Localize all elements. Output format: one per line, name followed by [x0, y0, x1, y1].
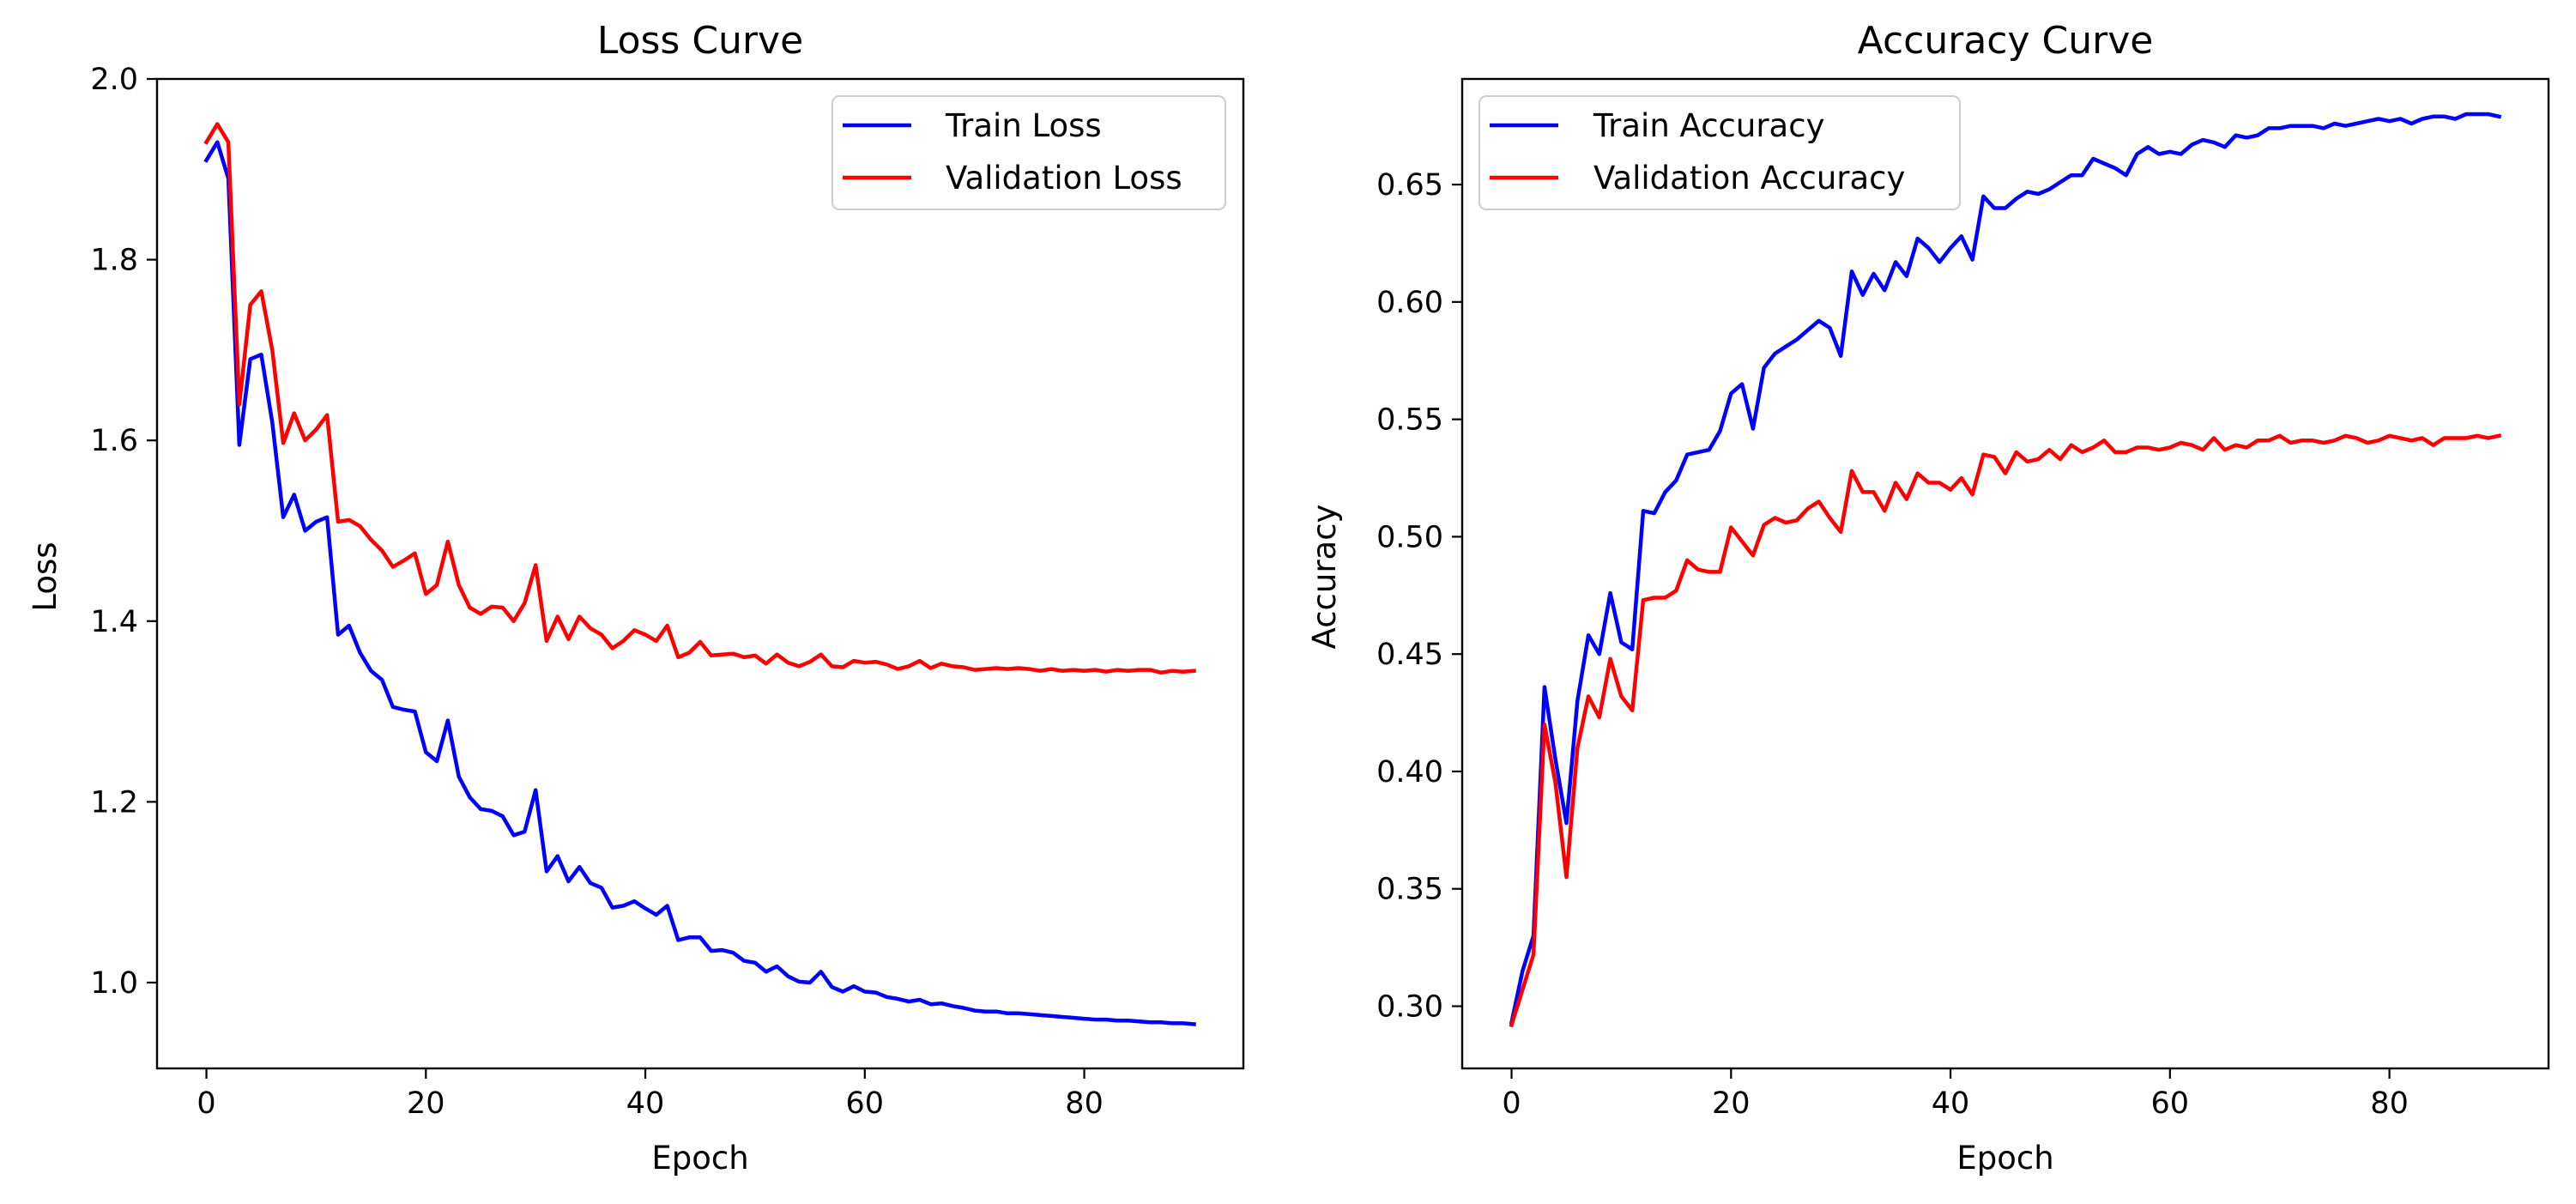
loss-y-tick-label: 2.0 — [90, 63, 138, 97]
accuracy-x-tick-label: 60 — [2151, 1086, 2190, 1121]
legend-label-train-accuracy: Train Accuracy — [1593, 107, 1824, 144]
loss-y-tick-label: 1.0 — [90, 966, 138, 1001]
legend-label-validation-accuracy: Validation Accuracy — [1593, 160, 1905, 197]
accuracy-chart-title: Accuracy Curve — [1858, 19, 2154, 63]
loss-y-tick-label: 1.2 — [90, 785, 138, 820]
loss-y-tick-label: 1.4 — [90, 605, 138, 639]
accuracy-y-tick-label: 0.65 — [1376, 168, 1443, 203]
accuracy-y-tick-label: 0.35 — [1376, 873, 1443, 907]
loss-x-tick-label: 40 — [626, 1086, 665, 1121]
loss-plot-frame — [155, 77, 1245, 1070]
loss-x-tick-label: 60 — [846, 1086, 885, 1121]
accuracy-x-tick-label: 0 — [1502, 1086, 1521, 1121]
loss-series — [203, 122, 1196, 1026]
loss-y-axis-label: Loss — [27, 541, 63, 611]
loss-chart-title: Loss Curve — [597, 19, 803, 63]
accuracy-y-tick-label: 0.50 — [1376, 520, 1443, 554]
series-line-validation-loss — [203, 122, 1196, 675]
accuracy-x-tick-label: 20 — [1712, 1086, 1751, 1121]
loss-x-tick-label: 0 — [197, 1086, 215, 1121]
legend-label-validation-loss: Validation Loss — [946, 160, 1182, 197]
series-line-train-accuracy — [1509, 112, 2502, 1026]
loss-legend: Train Loss Validation Loss — [831, 95, 1226, 210]
loss-x-tick-label: 20 — [407, 1086, 445, 1121]
loss-x-axis-label: Epoch — [651, 1140, 748, 1177]
accuracy-y-tick-label: 0.60 — [1376, 286, 1443, 320]
accuracy-y-tick-label: 0.30 — [1376, 990, 1443, 1025]
series-line-validation-accuracy — [1509, 433, 2502, 1028]
accuracy-y-tick-label: 0.45 — [1376, 638, 1443, 672]
loss-chart: 0 20 40 60 80 1.0 1.2 1.4 1.6 1.8 2.0 Loss Curve E… — [27, 19, 1245, 1177]
accuracy-x-tick-label: 40 — [1932, 1086, 1970, 1121]
loss-y-tick-label: 1.8 — [90, 244, 138, 278]
loss-x-tick-label: 80 — [1065, 1086, 1104, 1121]
accuracy-y-tick-label: 0.40 — [1376, 755, 1443, 790]
accuracy-series — [1509, 112, 2502, 1028]
accuracy-legend-box — [1478, 95, 1961, 210]
loss-ticks: 0 20 40 60 80 1.0 1.2 1.4 1.6 1.8 2.0 — [90, 63, 1104, 1121]
accuracy-x-tick-label: 80 — [2370, 1086, 2409, 1121]
loss-y-tick-label: 1.6 — [90, 424, 138, 458]
accuracy-ticks: 0 20 40 60 80 0.30 0.35 0.40 0.45 0.50 0.55 0.60 0.6… — [1376, 168, 2409, 1121]
accuracy-plot-frame — [1460, 77, 2550, 1070]
accuracy-chart: 0 20 40 60 80 0.30 0.35 0.40 0.45 0.50 0.55 0.60 0.6… — [1306, 19, 2550, 1177]
legend-label-train-loss: Train Loss — [945, 107, 1102, 144]
accuracy-y-axis-label: Accuracy — [1306, 505, 1343, 650]
accuracy-legend: Train Accuracy Validation Accuracy — [1478, 95, 1961, 210]
loss-legend-box — [831, 95, 1226, 210]
accuracy-x-axis-label: Epoch — [1956, 1140, 2053, 1177]
accuracy-y-tick-label: 0.55 — [1376, 403, 1443, 438]
series-line-train-loss — [203, 140, 1196, 1026]
